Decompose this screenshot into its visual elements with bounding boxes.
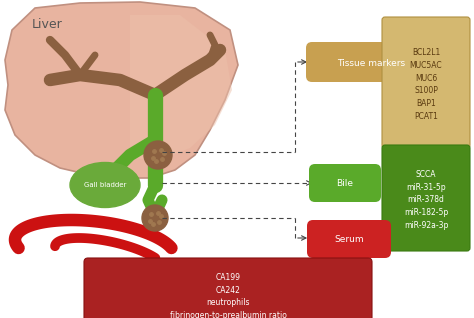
Text: Gall bladder: Gall bladder	[84, 182, 126, 188]
Text: Tissue markers: Tissue markers	[337, 59, 405, 67]
Text: CA199
CA242
neutrophils
fibrinogen-to-prealbumin ratio
fibrinogen-to-lymphocyte-: CA199 CA242 neutrophils fibrinogen-to-pr…	[143, 273, 313, 318]
Polygon shape	[5, 2, 238, 178]
Circle shape	[142, 205, 168, 231]
FancyBboxPatch shape	[84, 258, 372, 318]
FancyBboxPatch shape	[309, 164, 381, 202]
Ellipse shape	[70, 162, 140, 208]
FancyBboxPatch shape	[382, 145, 470, 251]
Text: Bile: Bile	[337, 178, 354, 188]
Text: Serum: Serum	[334, 234, 364, 244]
Text: BCL2L1
MUC5AC
MUC6
S100P
BAP1
PCAT1: BCL2L1 MUC5AC MUC6 S100P BAP1 PCAT1	[410, 48, 442, 121]
FancyBboxPatch shape	[382, 17, 470, 148]
Text: SCCA
miR-31-5p
miR-378d
miR-182-5p
miR-92a-3p: SCCA miR-31-5p miR-378d miR-182-5p miR-9…	[404, 170, 448, 230]
FancyBboxPatch shape	[307, 220, 391, 258]
FancyBboxPatch shape	[306, 42, 436, 82]
Circle shape	[144, 141, 172, 169]
Text: Liver: Liver	[32, 18, 63, 31]
Polygon shape	[130, 15, 232, 160]
